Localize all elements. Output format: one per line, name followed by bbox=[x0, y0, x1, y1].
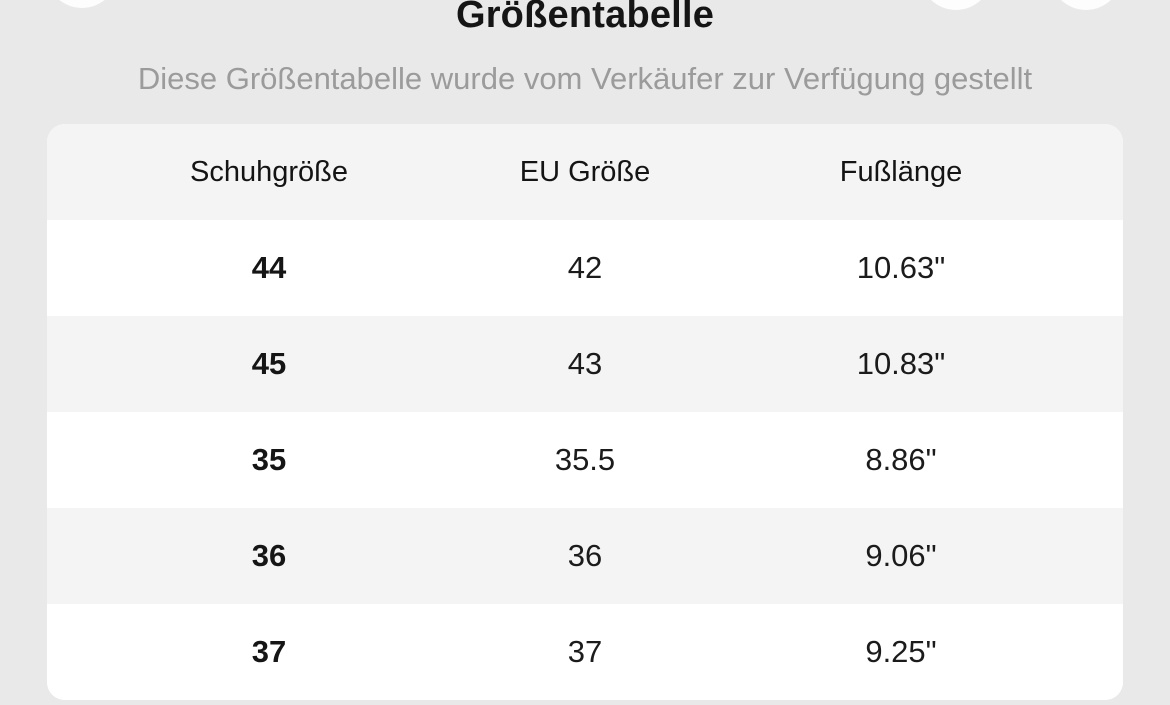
column-header-foot-length: Fußlänge bbox=[839, 155, 963, 188]
cell-shoe-size: 36 bbox=[251, 538, 287, 573]
page-title: Größentabelle bbox=[455, 0, 715, 36]
share-button-peek[interactable] bbox=[920, 0, 992, 10]
more-button-peek[interactable] bbox=[1050, 0, 1122, 10]
table-row: 35 35.5 8.86" bbox=[47, 412, 1123, 508]
cell-eu-size: 36 bbox=[567, 538, 603, 573]
table-row: 44 42 10.63" bbox=[47, 220, 1123, 316]
cell-eu-size: 42 bbox=[567, 250, 603, 285]
column-header-eu-size: EU Größe bbox=[519, 155, 651, 188]
cell-foot-length: 9.25" bbox=[865, 634, 937, 669]
cell-foot-length: 10.83" bbox=[856, 346, 946, 381]
table-row: 37 37 9.25" bbox=[47, 604, 1123, 700]
cell-eu-size: 35.5 bbox=[554, 442, 616, 477]
cell-eu-size: 43 bbox=[567, 346, 603, 381]
table-row: 45 43 10.83" bbox=[47, 316, 1123, 412]
table-row: 36 36 9.06" bbox=[47, 508, 1123, 604]
column-header-shoe-size: Schuhgröße bbox=[190, 155, 348, 188]
cell-shoe-size: 45 bbox=[251, 346, 287, 381]
cell-foot-length: 8.86" bbox=[865, 442, 937, 477]
size-chart-table: Schuhgröße EU Größe Fußlänge 44 42 10.63… bbox=[47, 124, 1123, 700]
cell-shoe-size: 44 bbox=[251, 250, 287, 285]
page-subtitle: Diese Größentabelle wurde vom Verkäufer … bbox=[137, 61, 1033, 96]
cell-foot-length: 9.06" bbox=[865, 538, 937, 573]
cell-eu-size: 37 bbox=[567, 634, 603, 669]
cell-foot-length: 10.63" bbox=[856, 250, 946, 285]
cell-shoe-size: 35 bbox=[251, 442, 287, 477]
cell-shoe-size: 37 bbox=[251, 634, 287, 669]
table-header-row: Schuhgröße EU Größe Fußlänge bbox=[47, 124, 1123, 220]
back-button-peek[interactable] bbox=[46, 0, 118, 8]
